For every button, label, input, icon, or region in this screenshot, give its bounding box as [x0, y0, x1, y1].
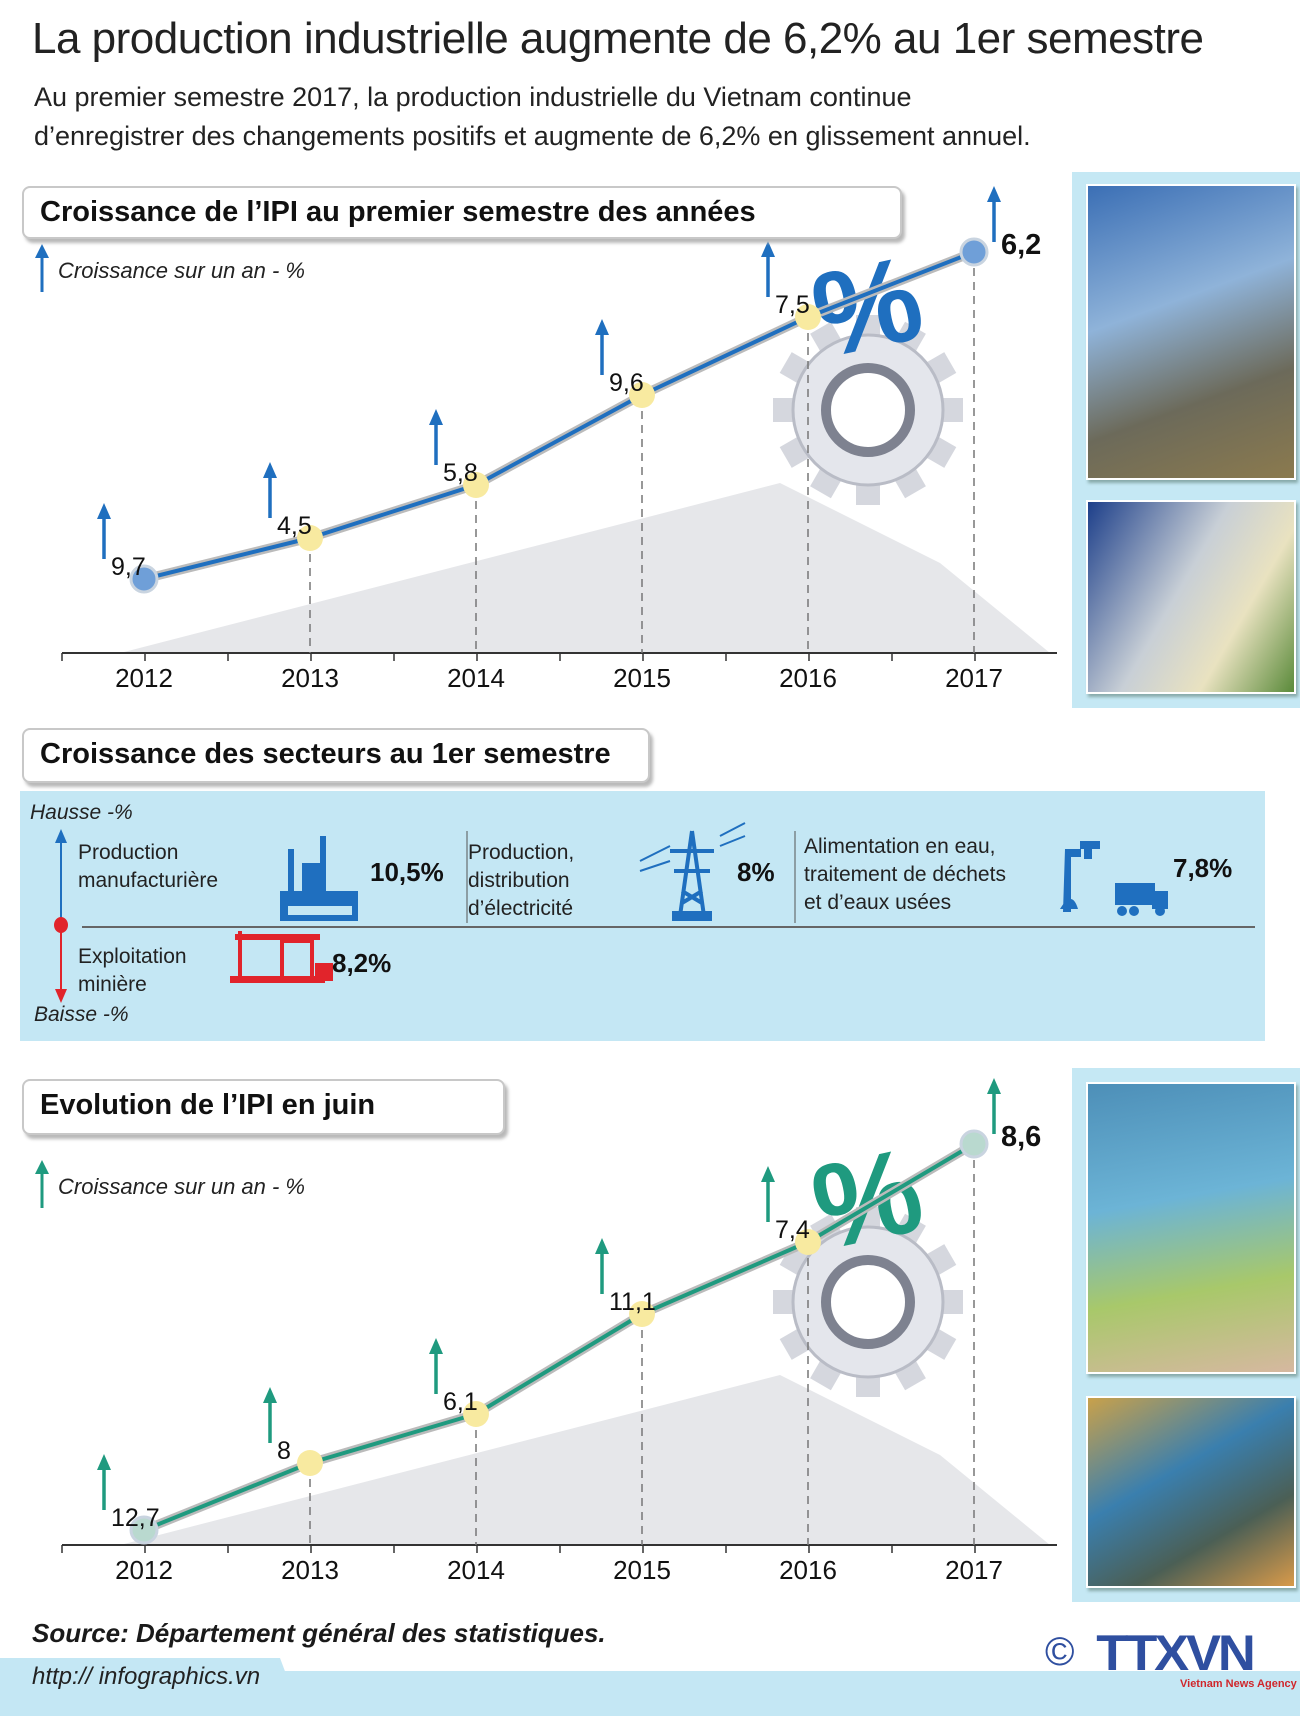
- data-label: 8,6: [1001, 1121, 1041, 1153]
- data-label: 6,2: [1001, 229, 1041, 261]
- sectors-panel: Hausse -% Baisse -% Production manufactur…: [20, 791, 1265, 1041]
- sector-value-water: 7,8%: [1173, 853, 1233, 883]
- sector-label-water: Alimentation en eau, traitement de déchet…: [804, 835, 1006, 914]
- data-label: 12,7: [111, 1504, 160, 1532]
- data-label: 9,7: [111, 553, 146, 581]
- up-arrow-head: [263, 1387, 277, 1403]
- subtitle-line: Au premier semestre 2017, la production …: [34, 82, 912, 112]
- x-tick-label: 2012: [115, 663, 173, 693]
- photo-panel-2: [1072, 1068, 1300, 1602]
- up-arrow-head: [761, 241, 775, 257]
- up-arrow-head: [987, 186, 1001, 202]
- y-axis-label: Croissance sur un an - %: [58, 258, 305, 283]
- data-point: [959, 237, 989, 267]
- down-arrow-icon: [55, 989, 67, 1003]
- sector-value-electricity: 8%: [737, 857, 775, 887]
- subtitle: Au premier semestre 2017, la production …: [34, 78, 1031, 156]
- up-arrow-head: [595, 319, 609, 335]
- sector-label-electricity: Production, distribution d’électricité: [468, 841, 575, 920]
- y-label-arrow-head: [35, 244, 49, 258]
- sector-axis: [54, 822, 1255, 1003]
- photo-sorting-workers: [1086, 1396, 1296, 1588]
- source-note: Source: Département général des statisti…: [32, 1618, 606, 1648]
- data-label: 6,1: [443, 1388, 478, 1416]
- sector-label-mining: Exploitation minière: [78, 945, 187, 996]
- data-point: [959, 1129, 989, 1159]
- data-point: [629, 382, 655, 408]
- data-label: 4,5: [277, 512, 312, 540]
- up-label: Hausse -%: [30, 801, 133, 824]
- data-label: 11,1: [609, 1288, 656, 1316]
- floor-shadow: [120, 1375, 1050, 1545]
- chart-ipi-june: %Croissance sur un an - %12,72012820136,…: [35, 1078, 1057, 1585]
- y-axis-label: Croissance sur un an - %: [58, 1174, 305, 1199]
- data-point: [297, 525, 323, 551]
- data-label: 5,8: [443, 459, 478, 487]
- sectors-title: Croissance des secteurs au 1er semestre: [22, 728, 650, 783]
- series-line: [143, 250, 975, 581]
- chart1-title: Croissance de l’IPI au premier semestre …: [22, 186, 902, 239]
- page-title: La production industrielle augmente de 6…: [32, 14, 1204, 63]
- x-tick-label: 2016: [779, 1555, 837, 1585]
- x-tick-label: 2014: [447, 663, 505, 693]
- chart-ipi-semester: % Croissance sur un an - % 9,7 2012 4,5 2013 5…: [35, 186, 1057, 693]
- sector-value-manufacturing: 10,5%: [370, 857, 444, 887]
- footer-url[interactable]: http:// infographics.vn: [32, 1663, 261, 1690]
- data-label: 8: [277, 1437, 291, 1465]
- sector-value-mining: 8,2%: [332, 948, 392, 978]
- x-tick-label: 2015: [613, 663, 671, 693]
- down-label: Baisse -%: [34, 1003, 129, 1026]
- photo-seafood-processing: [1086, 1082, 1296, 1374]
- floor-shadow: [120, 483, 1050, 653]
- data-point: [129, 1515, 159, 1545]
- subtitle-line: d’enregistrer des changements positifs e…: [34, 121, 1031, 151]
- x-tick-label: 2017: [945, 1555, 1003, 1585]
- data-point: [463, 1401, 489, 1427]
- chart2-title: Evolution de l’IPI en juin: [22, 1079, 505, 1135]
- x-tick-label: 2017: [945, 663, 1003, 693]
- ttxvn-logo: TTXVN: [1096, 1625, 1255, 1681]
- photo-power-station: [1086, 184, 1296, 480]
- x-tick-label: 2015: [613, 1555, 671, 1585]
- up-arrow-head: [761, 1166, 775, 1182]
- x-tick-label: 2014: [447, 1555, 505, 1585]
- up-arrow-head: [97, 503, 111, 519]
- data-label: 9,6: [609, 369, 644, 397]
- x-tick-label: 2012: [115, 1555, 173, 1585]
- up-arrow-head: [97, 1454, 111, 1470]
- photo-panel-1: [1072, 172, 1300, 708]
- water-truck-icon: [1060, 841, 1168, 916]
- photo-factory-workers: [1086, 500, 1296, 694]
- x-tick-label: 2016: [779, 663, 837, 693]
- sector-label-manufacturing: Production manufacturière: [78, 841, 219, 892]
- data-point: [297, 1450, 323, 1476]
- x-tick-label: 2013: [281, 663, 339, 693]
- origin-dot: [54, 917, 68, 933]
- data-label: 7,4: [775, 1216, 810, 1244]
- series-line: [143, 1142, 976, 1532]
- data-point: [463, 472, 489, 498]
- footer-tab: [0, 1658, 295, 1698]
- up-arrow-head: [429, 409, 443, 425]
- data-label: 7,5: [775, 291, 810, 319]
- up-arrow-head: [429, 1338, 443, 1354]
- y-label-arrow-head: [35, 1160, 49, 1174]
- oil-pump-icon: [230, 931, 333, 983]
- up-arrow-icon: [55, 829, 67, 843]
- up-arrow-head: [263, 462, 277, 478]
- data-point: [629, 1301, 655, 1327]
- power-tower-icon: [639, 822, 746, 921]
- up-arrow-head: [987, 1078, 1001, 1094]
- factory-icon: [280, 836, 358, 921]
- copyright-icon: ©: [1045, 1630, 1075, 1674]
- data-point: [129, 564, 159, 594]
- data-point: [795, 1229, 821, 1255]
- up-arrow-head: [595, 1238, 609, 1254]
- x-tick-label: 2013: [281, 1555, 339, 1585]
- gear-percent-icon: %: [773, 230, 963, 505]
- data-point: [795, 304, 821, 330]
- logo-subtitle: Vietnam News Agency: [1180, 1678, 1297, 1690]
